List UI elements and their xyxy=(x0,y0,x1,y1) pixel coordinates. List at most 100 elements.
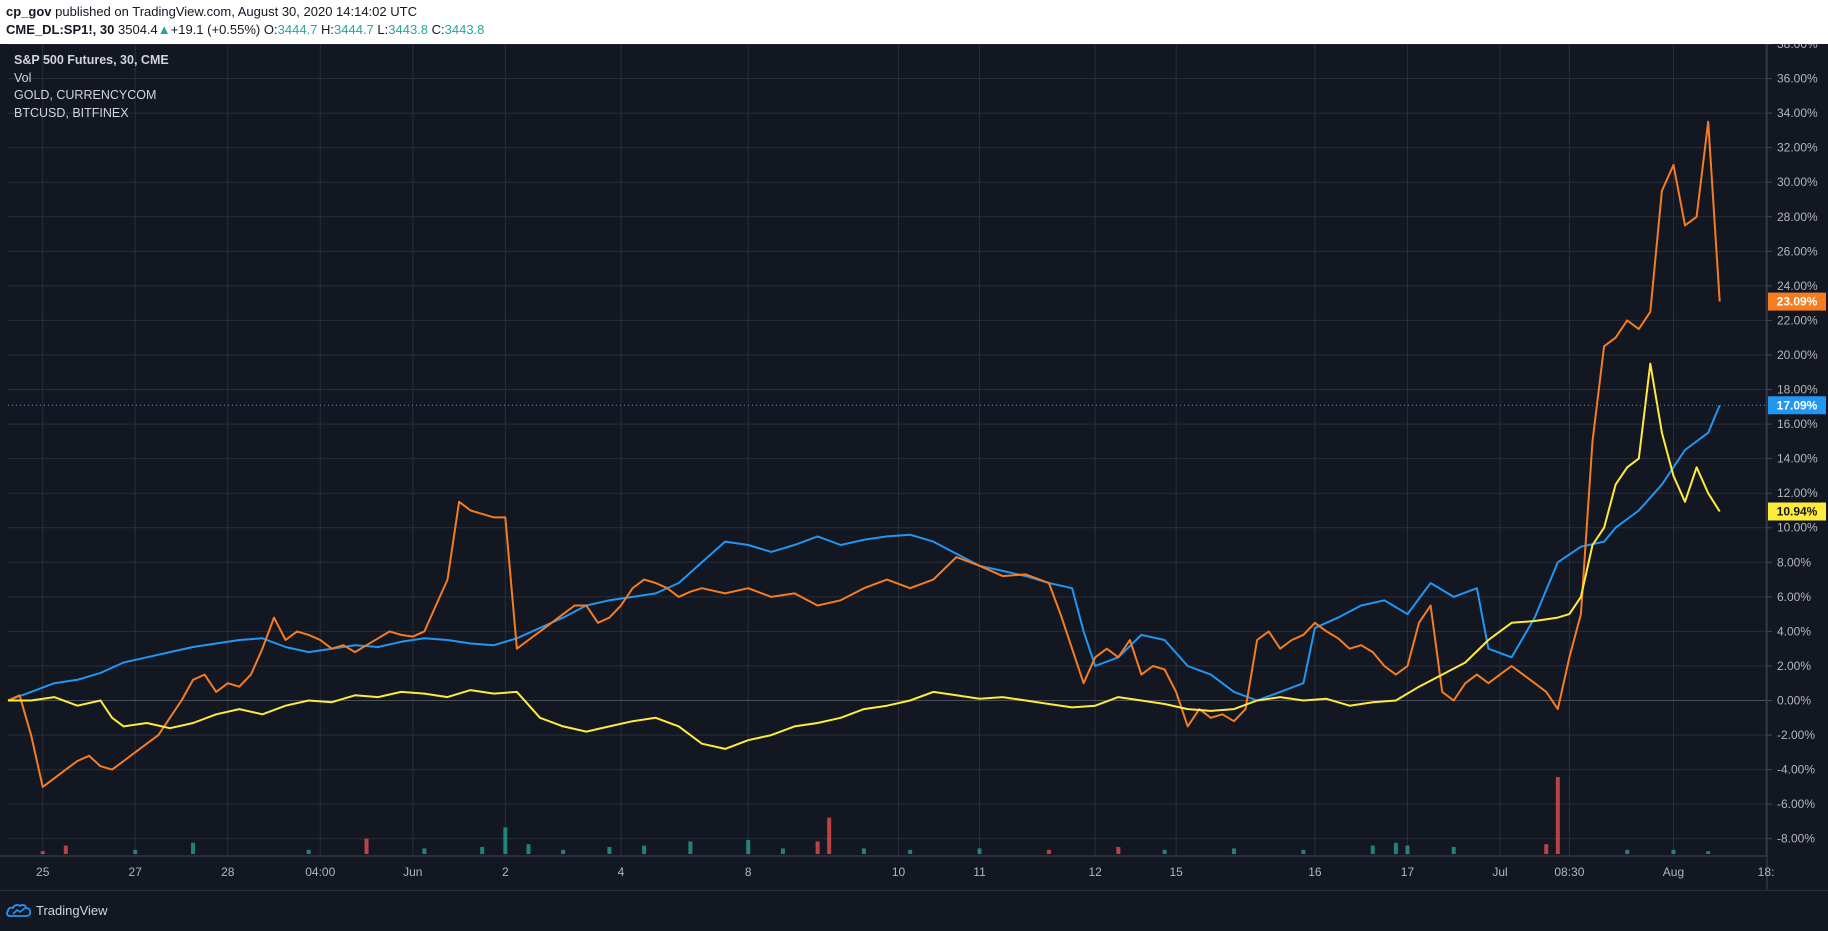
volume-bar xyxy=(1451,847,1456,854)
price-value: 3504.4 xyxy=(118,22,158,37)
low-label: L: xyxy=(377,22,389,37)
y-tick-label: 8.00% xyxy=(1777,555,1811,569)
volume-bar xyxy=(422,848,427,854)
volume-bar xyxy=(40,851,45,854)
last-value-label-sp500: 17.09% xyxy=(1777,398,1818,412)
close-value: 3443.8 xyxy=(444,22,485,37)
change-arrow-icon: ▲ xyxy=(157,22,171,37)
high-label: H: xyxy=(321,22,335,37)
x-tick-label: Aug xyxy=(1663,865,1684,879)
volume-bar xyxy=(1393,842,1398,854)
legend-volume[interactable]: Vol xyxy=(14,70,32,85)
volume-bar xyxy=(1405,845,1410,854)
y-tick-label: 34.00% xyxy=(1777,106,1818,120)
y-tick-label: 0.00% xyxy=(1777,694,1811,708)
tradingview-brand: TradingView xyxy=(36,902,108,918)
symbol-label: CME_DL:SP1!, 30 xyxy=(6,22,115,37)
ohlc-line: CME_DL:SP1!, 30 3504.4▲+19.1 (+0.55%) O:… xyxy=(6,22,484,37)
volume-bar xyxy=(977,848,982,854)
volume-bar xyxy=(480,847,485,854)
volume-bar xyxy=(827,817,832,854)
tradingview-cloud-icon xyxy=(6,904,32,917)
y-tick-label: 20.00% xyxy=(1777,348,1818,362)
publish-line: cp_gov published on TradingView.com, Aug… xyxy=(6,4,417,19)
chart-svg[interactable]: -8.00% -6.00% -4.00% -2.00% 0.00% 2.00% 4.00% 6… xyxy=(0,44,1828,890)
volume-bar xyxy=(1625,849,1630,854)
volume-bar xyxy=(503,827,508,854)
x-tick-label: 04:00 xyxy=(305,865,335,879)
y-tick-label: 10.00% xyxy=(1777,521,1818,535)
last-value-label-gold: 10.94% xyxy=(1777,505,1818,519)
publisher-name[interactable]: cp_gov xyxy=(6,4,52,19)
chart-area[interactable]: -8.00% -6.00% -4.00% -2.00% 0.00% 2.00% 4.00% 6… xyxy=(0,44,1828,890)
y-tick-label: 24.00% xyxy=(1777,279,1818,293)
x-tick-label: 2 xyxy=(502,865,509,879)
y-tick-label: 36.00% xyxy=(1777,72,1818,86)
x-tick-label: 18: xyxy=(1758,865,1775,879)
y-tick-label: 32.00% xyxy=(1777,141,1818,155)
low-value: 3443.8 xyxy=(388,22,429,37)
y-tick-label: 16.00% xyxy=(1777,417,1818,431)
legend-btc[interactable]: BTCUSD, BITFINEX xyxy=(14,105,129,120)
x-tick-label: Jul xyxy=(1492,865,1507,879)
last-value-tag-sp500 xyxy=(1768,396,1826,415)
volume-bar xyxy=(1544,844,1549,854)
y-tick-label: 6.00% xyxy=(1777,590,1811,604)
legend-sp500[interactable]: S&P 500 Futures, 30, CME xyxy=(14,53,169,67)
volume-bar xyxy=(780,848,785,854)
volume-bar xyxy=(1231,848,1236,854)
volume-bar xyxy=(526,844,531,854)
x-tick-label: 12 xyxy=(1089,865,1103,879)
series-line-gold xyxy=(8,362,1721,750)
x-tick-label: 16 xyxy=(1308,865,1322,879)
x-tick-label: 25 xyxy=(36,865,50,879)
y-tick-label: 18.00% xyxy=(1777,383,1818,397)
volume-bar xyxy=(306,849,311,854)
volume-bar xyxy=(861,848,866,854)
tradingview-logo[interactable]: TradingView xyxy=(6,902,108,918)
x-tick-label: Jun xyxy=(403,865,422,879)
y-tick-label: 22.00% xyxy=(1777,313,1818,327)
series-line-btc xyxy=(7,120,1721,788)
y-tick-label: 2.00% xyxy=(1777,659,1811,673)
y-tick-label: 38.00% xyxy=(1777,44,1818,51)
y-tick-label: 14.00% xyxy=(1777,452,1818,466)
change-value: +19.1 (+0.55%) xyxy=(170,22,261,37)
volume-bar xyxy=(1370,845,1375,854)
publish-header: cp_gov published on TradingView.com, Aug… xyxy=(0,0,1828,44)
volume-bar xyxy=(1162,849,1167,854)
volume-bar xyxy=(1555,777,1560,854)
x-tick-label: 10 xyxy=(892,865,906,879)
volume-bar xyxy=(1116,847,1121,854)
publish-text: published on TradingView.com, August 30,… xyxy=(51,4,417,19)
y-tick-label: 26.00% xyxy=(1777,244,1818,258)
x-tick-label: 28 xyxy=(221,865,235,879)
volume-bar xyxy=(191,842,196,854)
x-tick-label: 15 xyxy=(1169,865,1183,879)
volume-bar xyxy=(561,849,566,854)
series-line-sp500 xyxy=(7,404,1721,702)
y-tick-label: 30.00% xyxy=(1777,175,1818,189)
last-value-label-btc: 23.09% xyxy=(1777,295,1818,309)
y-tick-label: -8.00% xyxy=(1777,832,1815,846)
volume-bar xyxy=(1671,849,1676,854)
close-label: C: xyxy=(431,22,445,37)
volume-bar xyxy=(1706,851,1711,854)
y-tick-label: 12.00% xyxy=(1777,486,1818,500)
volume-bar xyxy=(607,847,612,854)
legend-gold[interactable]: GOLD, CURRENCYCOM xyxy=(14,88,157,102)
volume-bar xyxy=(746,840,751,854)
volume-bar xyxy=(815,841,820,854)
volume-bar xyxy=(1046,849,1051,854)
volume-bar xyxy=(1301,849,1306,854)
y-tick-label: 4.00% xyxy=(1777,624,1811,638)
volume-bar xyxy=(133,849,138,854)
footer: TradingView xyxy=(0,890,1828,931)
x-tick-label: 17 xyxy=(1401,865,1415,879)
open-label: O: xyxy=(263,22,278,37)
high-value: 3444.7 xyxy=(334,22,374,37)
last-value-tag-btc xyxy=(1768,292,1826,311)
x-tick-label: 11 xyxy=(973,865,986,879)
y-tick-label: -4.00% xyxy=(1777,763,1815,777)
volume-bar xyxy=(688,841,693,854)
